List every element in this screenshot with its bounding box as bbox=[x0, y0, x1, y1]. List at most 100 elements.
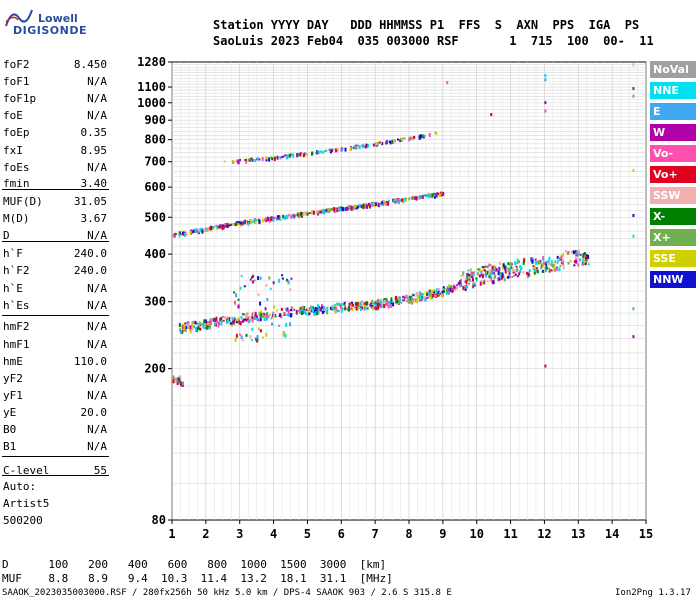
y-tick-label: 800 bbox=[144, 133, 166, 147]
echo-point bbox=[491, 265, 494, 269]
echo-point bbox=[372, 306, 375, 311]
echo-point bbox=[286, 307, 289, 311]
echo-point bbox=[199, 228, 202, 232]
echo-point bbox=[213, 322, 216, 327]
echo-point bbox=[320, 210, 323, 213]
echo-point bbox=[259, 276, 262, 280]
echo-point bbox=[585, 254, 588, 259]
echo-point bbox=[473, 282, 476, 286]
echo-point bbox=[238, 158, 241, 161]
echo-point bbox=[364, 203, 367, 206]
echo-point bbox=[316, 303, 319, 308]
echo-point bbox=[384, 201, 387, 206]
auto-label: Auto: bbox=[3, 480, 37, 493]
legend-item-sse: SSE bbox=[650, 250, 696, 267]
echo-point bbox=[285, 322, 288, 327]
echo-point bbox=[530, 257, 533, 262]
echo-point bbox=[536, 270, 539, 274]
echo-point bbox=[234, 222, 237, 226]
echo-point bbox=[426, 193, 429, 197]
echo-point bbox=[324, 306, 327, 311]
echo-point bbox=[428, 194, 431, 197]
echo-point bbox=[428, 289, 431, 292]
echo-point bbox=[454, 287, 457, 291]
echo-point bbox=[284, 333, 287, 338]
echo-point bbox=[515, 265, 518, 268]
echo-point bbox=[531, 259, 534, 264]
echo-point bbox=[460, 278, 463, 283]
echo-point bbox=[265, 332, 268, 337]
echo-point bbox=[213, 318, 216, 322]
echo-point bbox=[431, 193, 434, 198]
y-tick-label: 900 bbox=[144, 113, 166, 127]
echo-point bbox=[208, 324, 211, 329]
echo-point bbox=[342, 207, 345, 212]
echo-point bbox=[351, 301, 354, 304]
param-value: 240.0 bbox=[73, 247, 107, 260]
echo-point bbox=[408, 137, 411, 142]
echo-point bbox=[535, 268, 538, 272]
x-tick-label: 13 bbox=[571, 527, 585, 541]
echo-point bbox=[242, 221, 245, 224]
echo-point bbox=[255, 337, 258, 341]
echo-point bbox=[178, 233, 181, 238]
legend-item-nne: NNE bbox=[650, 82, 696, 99]
echo-point bbox=[446, 289, 449, 292]
echo-point bbox=[286, 154, 289, 159]
y-tick-label: 1000 bbox=[137, 96, 166, 110]
echo-point bbox=[446, 81, 449, 85]
echo-point bbox=[240, 275, 243, 278]
echo-point bbox=[182, 381, 185, 386]
echo-point bbox=[192, 229, 195, 233]
echo-point bbox=[300, 213, 303, 218]
echo-point bbox=[332, 306, 335, 311]
echo-point bbox=[197, 228, 200, 232]
echo-point bbox=[265, 314, 268, 318]
echo-point bbox=[486, 270, 489, 275]
echo-point bbox=[442, 192, 445, 195]
echo-point bbox=[632, 214, 635, 218]
auto-artist: Artist5 bbox=[3, 497, 50, 510]
param-row-fxi: fxI 8.95 bbox=[3, 144, 107, 160]
echo-point bbox=[238, 319, 241, 323]
echo-point bbox=[275, 217, 278, 221]
echo-point bbox=[265, 283, 268, 287]
echo-point bbox=[265, 156, 268, 160]
echo-point bbox=[229, 223, 232, 226]
echo-point bbox=[567, 261, 570, 265]
echo-point bbox=[407, 295, 410, 298]
echo-point bbox=[540, 264, 543, 268]
echo-point bbox=[222, 319, 225, 322]
echo-point bbox=[470, 274, 473, 279]
echo-point bbox=[275, 309, 278, 312]
param-value: 110.0 bbox=[73, 355, 107, 368]
echo-point bbox=[553, 264, 556, 269]
echo-point bbox=[357, 205, 360, 209]
echo-point bbox=[408, 197, 411, 201]
echo-point bbox=[573, 264, 576, 267]
echo-point bbox=[344, 307, 347, 311]
echo-point bbox=[425, 293, 428, 297]
echo-point bbox=[387, 201, 390, 206]
echo-point bbox=[242, 318, 245, 322]
echo-point bbox=[422, 134, 425, 139]
version-label: Ion2Png 1.3.17 bbox=[615, 588, 691, 598]
echo-point bbox=[361, 306, 364, 310]
echo-point bbox=[243, 285, 246, 288]
echo-point bbox=[215, 321, 218, 324]
echo-point bbox=[348, 308, 351, 312]
echo-point bbox=[248, 315, 251, 319]
echo-point bbox=[191, 326, 194, 331]
echo-point bbox=[221, 320, 224, 323]
echo-point bbox=[374, 202, 377, 206]
echo-point bbox=[393, 139, 396, 144]
param-name: hmF2 bbox=[3, 320, 30, 333]
echo-point bbox=[283, 154, 286, 157]
echo-point bbox=[218, 321, 221, 325]
param-row-clevel: C-level 55 bbox=[3, 464, 107, 480]
echo-point bbox=[204, 319, 207, 323]
echo-point bbox=[251, 280, 254, 284]
echo-point bbox=[319, 150, 322, 154]
echo-point bbox=[268, 313, 271, 316]
echo-point bbox=[350, 306, 353, 310]
